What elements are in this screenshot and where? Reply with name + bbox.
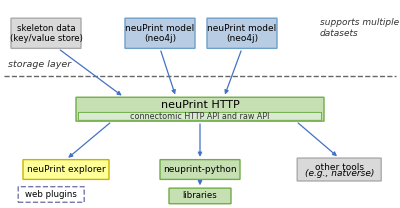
Text: neuPrint HTTP: neuPrint HTTP — [161, 100, 239, 110]
Text: neuPrint explorer: neuPrint explorer — [27, 165, 105, 174]
Text: neuPrint model
(neo4j): neuPrint model (neo4j) — [207, 24, 277, 43]
Text: skeleton data
(key/value store): skeleton data (key/value store) — [10, 24, 82, 43]
FancyBboxPatch shape — [169, 188, 231, 204]
Text: other tools: other tools — [315, 162, 364, 172]
Text: (e.g., natverse): (e.g., natverse) — [304, 169, 374, 178]
FancyBboxPatch shape — [125, 18, 195, 48]
FancyBboxPatch shape — [160, 160, 240, 179]
Text: neuPrint model
(neo4j): neuPrint model (neo4j) — [125, 24, 195, 43]
Text: supports multiple
datasets: supports multiple datasets — [320, 18, 399, 38]
Text: storage layer: storage layer — [8, 60, 71, 69]
FancyBboxPatch shape — [297, 158, 381, 181]
Text: libraries: libraries — [183, 191, 217, 201]
FancyBboxPatch shape — [18, 187, 84, 202]
FancyBboxPatch shape — [78, 112, 322, 120]
FancyBboxPatch shape — [23, 160, 109, 179]
Text: connectomic HTTP API and raw API: connectomic HTTP API and raw API — [130, 112, 270, 121]
FancyBboxPatch shape — [76, 97, 324, 121]
FancyBboxPatch shape — [207, 18, 277, 48]
FancyBboxPatch shape — [11, 18, 81, 48]
Text: neuprint-python: neuprint-python — [163, 165, 237, 174]
Text: web plugins: web plugins — [25, 190, 77, 199]
